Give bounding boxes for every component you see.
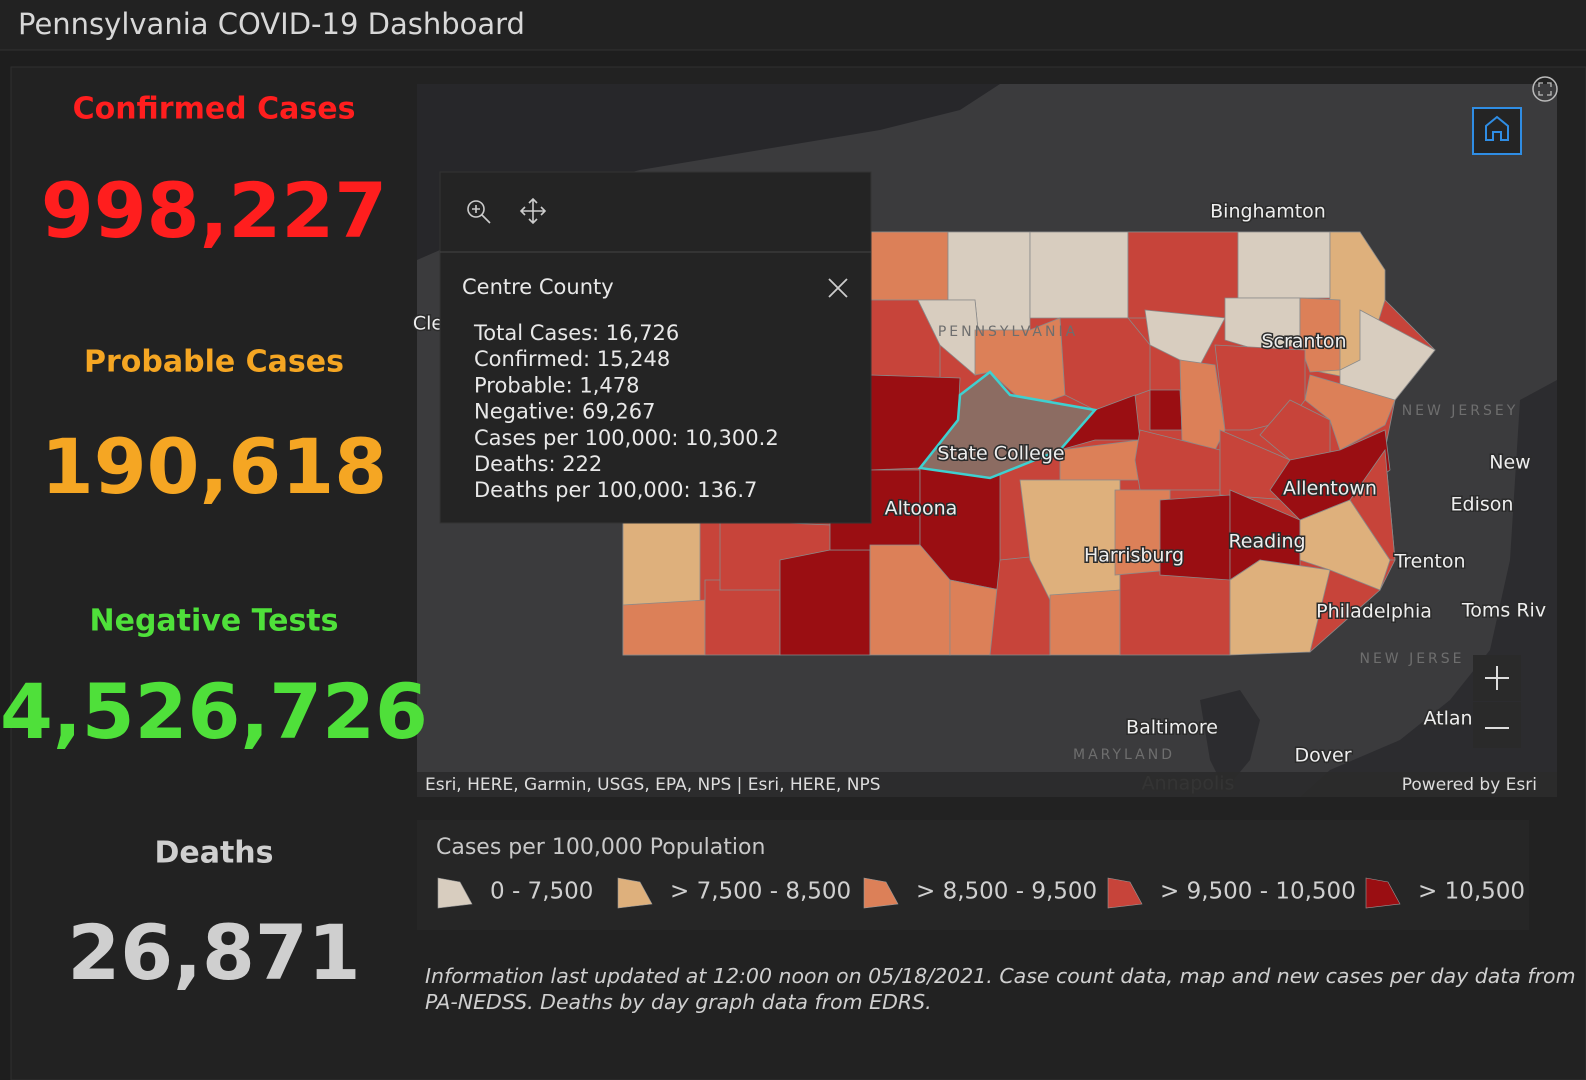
map-label: NEW JERSEY xyxy=(1402,403,1519,419)
map-label: Toms Riv xyxy=(1461,600,1546,622)
legend-label: > 10,500 xyxy=(1418,879,1525,905)
lake-erie xyxy=(417,84,1000,260)
home-icon xyxy=(1485,115,1509,141)
fullscreen-button[interactable] xyxy=(1532,76,1558,102)
legend-swatch xyxy=(437,877,473,909)
county xyxy=(1029,231,1129,319)
map[interactable]: Binghamton Scranton NEW JERSEY New Edison All… xyxy=(411,76,1558,797)
county xyxy=(1134,429,1221,491)
legend-swatch xyxy=(1365,877,1401,909)
stat-label: Probable Cases xyxy=(84,345,344,380)
map-label: Dover xyxy=(1295,745,1352,767)
county xyxy=(869,231,949,301)
map-label: MARYLAND xyxy=(1073,747,1175,763)
legend-label: > 8,500 - 9,500 xyxy=(916,879,1097,905)
map-label: Binghamton xyxy=(1210,201,1326,223)
legend-swatch xyxy=(617,877,653,909)
attribution-bar xyxy=(417,772,1557,797)
map-label: Reading xyxy=(1228,531,1305,553)
map-label: Baltimore xyxy=(1126,717,1218,739)
legend-title: Cases per 100,000 Population xyxy=(436,835,765,860)
county xyxy=(622,519,701,606)
map-label: Cle xyxy=(413,313,443,335)
county xyxy=(1127,231,1239,319)
zoom-to-icon-detail xyxy=(472,205,491,224)
county xyxy=(1149,389,1183,431)
stat-value: 998,227 xyxy=(41,166,387,255)
pan-icon[interactable] xyxy=(519,197,547,225)
map-label: NEW JERSE xyxy=(1359,651,1464,667)
footer-line: PA-NEDSS. Deaths by day graph data from … xyxy=(425,990,932,1014)
county xyxy=(1237,231,1331,299)
popup-field: Total Cases: 16,726 xyxy=(473,321,679,345)
map-label: Atlan xyxy=(1423,708,1472,730)
popup-title: Centre County xyxy=(462,275,614,299)
county xyxy=(1049,589,1121,656)
map-label: Philadelphia xyxy=(1316,601,1432,623)
footer-note: Information last updated at 12:00 noon o… xyxy=(425,964,1576,1014)
county xyxy=(1119,569,1231,656)
popup: Centre County Total Cases: 16,726Confirm… xyxy=(439,171,872,524)
home-button[interactable] xyxy=(1472,107,1522,155)
legend-label: 0 - 7,500 xyxy=(490,879,593,905)
header-bar xyxy=(0,0,1586,50)
stats: Confirmed Cases 998,227 Probable Cases 190,… xyxy=(0,92,428,998)
stat-value: 4,526,726 xyxy=(0,667,428,756)
county xyxy=(779,549,871,656)
popup-field: Negative: 69,267 xyxy=(474,400,655,424)
county xyxy=(1159,494,1231,581)
legend-label: > 7,500 - 8,500 xyxy=(670,879,851,905)
header-title: Pennsylvania COVID-19 Dashboard xyxy=(18,7,525,41)
popup-field: Cases per 100,000: 10,300.2 xyxy=(474,426,779,450)
map-label: State College xyxy=(937,443,1064,465)
footer-line: Information last updated at 12:00 noon o… xyxy=(425,964,1576,988)
popup-close[interactable] xyxy=(828,278,848,298)
fullscreen-icon xyxy=(1538,82,1552,96)
popup-field: Deaths: 222 xyxy=(474,452,602,476)
map-label: Altoona xyxy=(885,498,958,520)
popup-box xyxy=(439,171,872,524)
legend-swatch xyxy=(1107,877,1143,909)
county xyxy=(1299,297,1341,373)
counties xyxy=(622,231,1436,656)
popup-field: Confirmed: 15,248 xyxy=(474,347,670,371)
popup-field: Deaths per 100,000: 136.7 xyxy=(474,478,757,502)
county xyxy=(1224,297,1301,351)
zoom-out-button[interactable] xyxy=(1473,702,1521,748)
legend-label: > 9,500 - 10,500 xyxy=(1160,879,1356,905)
legend-panel xyxy=(417,820,1529,930)
map-label: Scranton xyxy=(1261,331,1346,353)
county xyxy=(704,579,781,656)
map-label: Harrisburg xyxy=(1084,545,1184,567)
stat-value: 26,871 xyxy=(67,908,360,997)
powered-by[interactable]: Powered by Esri xyxy=(1402,775,1537,795)
legend-items: 0 - 7,500 > 7,500 - 8,500 > 8,500 - 9,500 >… xyxy=(437,877,1525,909)
stat-label: Negative Tests xyxy=(89,604,338,639)
selected-county xyxy=(917,370,1098,480)
county xyxy=(1349,448,1396,561)
map-label: New xyxy=(1489,452,1530,474)
zoom-in-icon xyxy=(1485,666,1509,690)
stat-label: Deaths xyxy=(154,836,273,871)
map-label: Edison xyxy=(1451,494,1514,516)
county xyxy=(622,599,706,656)
popup-field: Probable: 1,478 xyxy=(474,373,639,397)
map-label: Allentown xyxy=(1283,478,1377,500)
map-label: PENNSYLVANIA xyxy=(938,324,1078,340)
map-attribution: Esri, HERE, Garmin, USGS, EPA, NPS | Esr… xyxy=(425,775,881,795)
map-label: Trenton xyxy=(1393,551,1465,573)
stat-label: Confirmed Cases xyxy=(73,92,356,127)
stat-value: 190,618 xyxy=(41,422,387,511)
county xyxy=(1229,559,1331,656)
bay xyxy=(1200,690,1260,790)
zoom-to-icon[interactable] xyxy=(467,200,485,218)
legend-swatch xyxy=(863,877,899,909)
